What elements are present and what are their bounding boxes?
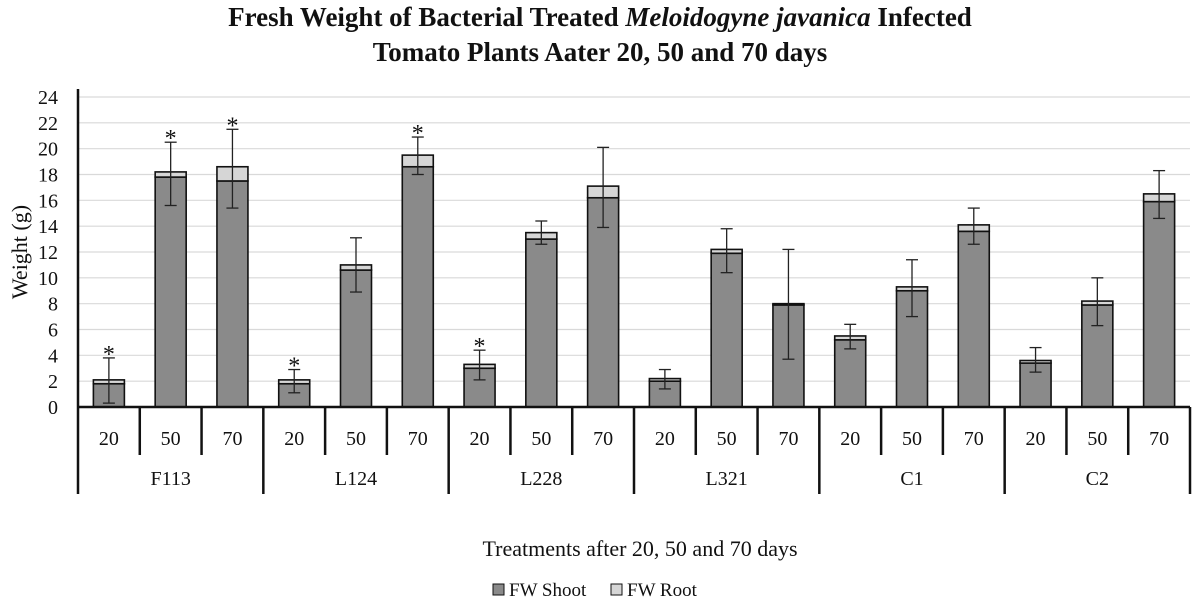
x-day-label: 20 [470,428,490,450]
bar-fw-shoot [339,269,373,408]
error-bars [102,128,1166,404]
x-axis-label: Treatments after 20, 50 and 70 days [482,536,797,561]
x-day-label: 50 [1087,428,1107,450]
x-day-label: 50 [531,428,551,450]
significance-star: * [103,342,115,368]
x-day-label: 20 [284,428,304,450]
x-day-label: 70 [222,428,242,450]
y-tick-label: 2 [48,371,58,393]
bar-fw-shoot [216,180,249,408]
x-group-label: L124 [335,468,377,490]
bar-fw-shoot [710,252,743,408]
x-day-label: 50 [346,428,366,450]
x-day-label: 20 [99,428,119,450]
y-tick-label: 16 [38,190,58,212]
chart-title-species: Meloidogyne javanica [625,2,871,32]
bar-fw-shoot [1142,200,1176,408]
legend: FW Shoot FW Root [492,580,698,601]
x-day-label: 70 [593,428,613,450]
x-group-label: C1 [900,468,923,490]
x-day-label: 70 [964,428,984,450]
chart-title-part-1: Fresh Weight of Bacterial Treated [228,2,626,32]
legend-label-fw-root: FW Root [627,580,698,601]
x-day-label: 50 [717,428,737,450]
y-axis-label: Weight (g) [7,205,32,299]
significance-star: * [412,121,424,147]
gridlines [78,96,1190,382]
legend-swatch-fw-shoot [492,583,505,596]
y-tick-label: 12 [38,242,58,264]
y-tick-label: 20 [38,139,58,161]
y-tick-label: 0 [48,397,58,419]
x-day-label: 20 [655,428,675,450]
y-tick-label: 14 [38,216,58,238]
chart-title-line-2: Tomato Plants Aater 20, 50 and 70 days [372,37,828,67]
y-tick-label: 10 [38,268,58,290]
chart-title-line-1: Fresh Weight of Bacterial Treated Meloid… [0,0,1200,35]
bar-fw-shoot [525,238,558,408]
x-day-label: 50 [161,428,181,450]
y-tick-label: 4 [48,345,58,367]
x-day-label: 70 [1149,428,1169,450]
x-day-label: 50 [902,428,922,450]
bar-fw-shoot [833,339,867,408]
x-day-label: 70 [778,428,798,450]
x-group-label: L321 [706,468,748,490]
x-group-label: L228 [520,468,562,490]
y-tick-label: 18 [38,165,58,187]
significance-star: * [474,334,486,360]
x-day-label: 70 [408,428,428,450]
chart-title: Fresh Weight of Bacterial Treated Meloid… [0,0,1200,70]
chart-title-part-3: Infected [870,2,972,32]
legend-swatch-fw-root [610,583,623,596]
bar-fw-shoot [586,196,620,408]
bars [92,154,1176,408]
y-tick-label: 22 [38,113,58,135]
x-day-label: 20 [1026,428,1046,450]
x-axis-categories: 20 50 70 20 50 70 20 50 70 20 50 70 20 50 70 20 50 70 F113… [99,428,1169,490]
significance-star: * [226,113,238,139]
significance-star: * [165,126,177,152]
legend-label-fw-shoot: FW Shoot [509,580,587,601]
y-tick-label: 6 [48,320,58,342]
bar-fw-shoot [957,230,991,408]
bar-fw-shoot [401,165,435,408]
y-tick-label: 8 [48,294,58,316]
y-tick-label: 24 [38,87,58,109]
bar-fw-shoot [154,176,187,408]
significance-markers: * * * * * * [103,113,486,379]
x-group-label: C2 [1086,468,1109,490]
x-group-label: F113 [150,468,190,490]
x-day-label: 20 [840,428,860,450]
significance-star: * [288,354,300,380]
